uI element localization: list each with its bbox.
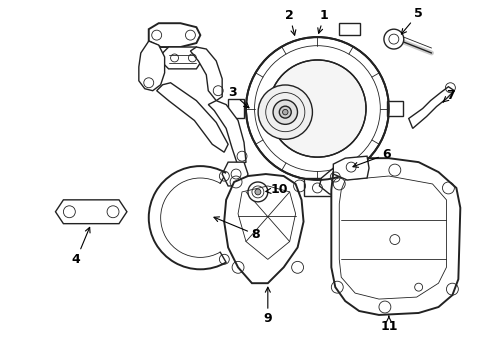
Polygon shape xyxy=(409,87,454,129)
Circle shape xyxy=(246,37,389,180)
Circle shape xyxy=(384,29,404,49)
Text: 2: 2 xyxy=(285,9,296,35)
Text: 9: 9 xyxy=(264,287,272,325)
Polygon shape xyxy=(149,23,200,47)
Circle shape xyxy=(279,106,291,118)
Text: 3: 3 xyxy=(228,86,249,108)
Polygon shape xyxy=(157,83,228,152)
Polygon shape xyxy=(333,156,369,180)
Text: 5: 5 xyxy=(401,7,423,34)
Text: 6: 6 xyxy=(353,148,391,167)
Text: 4: 4 xyxy=(72,228,90,266)
Polygon shape xyxy=(339,23,360,35)
Polygon shape xyxy=(191,47,222,100)
Circle shape xyxy=(255,189,261,195)
Polygon shape xyxy=(55,200,127,224)
Circle shape xyxy=(283,109,288,115)
Polygon shape xyxy=(228,99,244,118)
Polygon shape xyxy=(387,100,403,117)
Circle shape xyxy=(269,60,366,157)
Polygon shape xyxy=(222,162,248,186)
Polygon shape xyxy=(331,158,460,315)
Circle shape xyxy=(273,100,297,124)
Text: 7: 7 xyxy=(443,89,455,102)
Text: 11: 11 xyxy=(380,316,397,333)
Polygon shape xyxy=(163,47,200,69)
Polygon shape xyxy=(139,41,165,91)
Polygon shape xyxy=(319,168,361,196)
Circle shape xyxy=(248,182,268,202)
Text: 8: 8 xyxy=(214,217,260,241)
Text: 10: 10 xyxy=(266,184,289,197)
Text: 1: 1 xyxy=(318,9,329,33)
Polygon shape xyxy=(224,174,303,283)
Polygon shape xyxy=(303,178,331,196)
Circle shape xyxy=(258,85,313,139)
Polygon shape xyxy=(208,100,246,166)
